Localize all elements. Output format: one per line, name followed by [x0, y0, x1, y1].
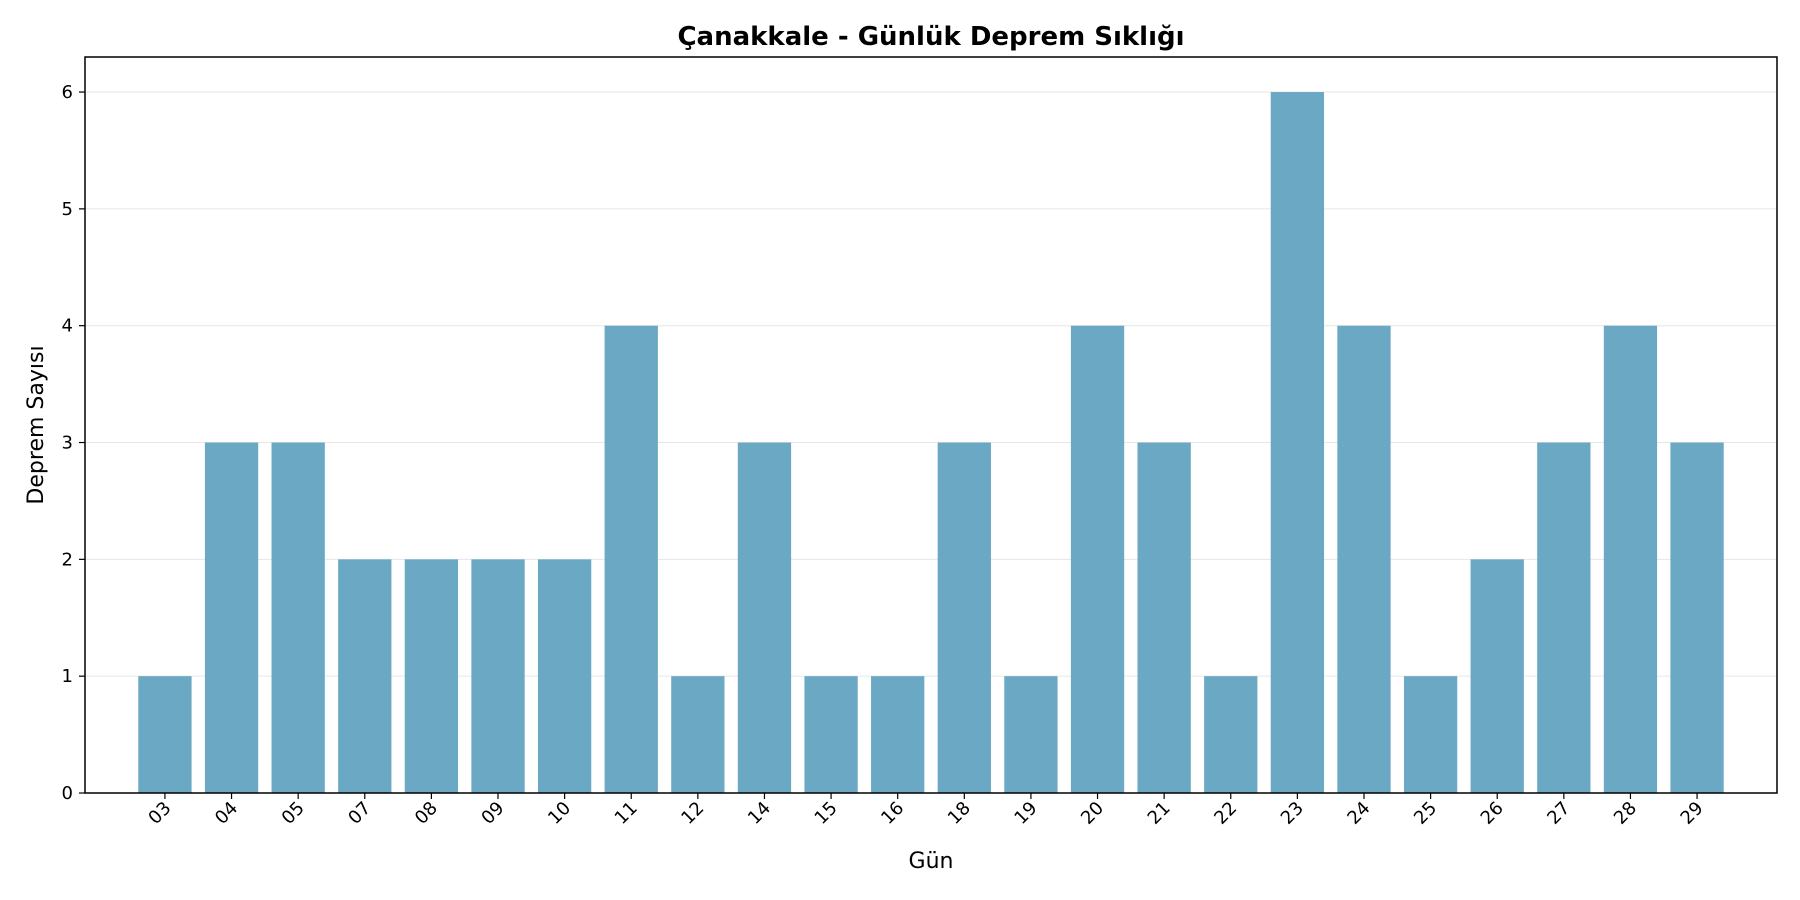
- x-tick-label-05: 05: [278, 798, 309, 829]
- x-tick-label-16: 16: [877, 798, 908, 829]
- bar-07: [338, 559, 392, 793]
- x-tick-label-27: 27: [1543, 798, 1574, 829]
- bar-27: [1537, 442, 1591, 793]
- x-tick-label-26: 26: [1477, 798, 1508, 829]
- x-tick-label-22: 22: [1210, 798, 1241, 829]
- x-tick-label-24: 24: [1343, 798, 1374, 829]
- x-tick-label-03: 03: [144, 798, 175, 829]
- bar-24: [1337, 325, 1391, 793]
- x-tick-label-25: 25: [1410, 798, 1441, 829]
- x-tick-label-07: 07: [344, 798, 375, 829]
- bar-23: [1270, 92, 1325, 794]
- bars: [138, 92, 1724, 794]
- bar-03: [138, 676, 192, 793]
- x-tick-label-12: 12: [677, 798, 708, 829]
- chart-title: Çanakkale - Günlük Deprem Sıklığı: [677, 22, 1184, 52]
- bar-22: [1204, 676, 1258, 793]
- x-tick-label-28: 28: [1610, 798, 1641, 829]
- bar-25: [1403, 676, 1458, 793]
- y-tick-label: 1: [62, 666, 73, 687]
- bar-11: [604, 325, 658, 793]
- x-tick-label-29: 29: [1677, 798, 1708, 829]
- bar-14: [737, 442, 792, 793]
- y-tick-label: 0: [62, 783, 73, 804]
- y-axis-ticks: 0 1 2 3 4 5 6: [62, 82, 85, 804]
- y-tick-label: 3: [62, 433, 73, 454]
- bar-28: [1603, 325, 1658, 793]
- x-tick-label-09: 09: [477, 798, 508, 829]
- x-tick-label-18: 18: [944, 798, 975, 829]
- bar-29: [1670, 442, 1724, 793]
- y-tick-label: 2: [62, 549, 73, 570]
- bar-26: [1470, 559, 1524, 793]
- bar-08: [404, 559, 459, 793]
- y-tick-label: 6: [62, 82, 73, 103]
- plot-frame: [84, 56, 1778, 794]
- bar-16: [871, 676, 925, 793]
- x-tick-label-08: 08: [411, 798, 442, 829]
- bar-12: [671, 676, 725, 793]
- bar-04: [204, 442, 259, 793]
- x-tick-label-04: 04: [211, 798, 242, 829]
- x-tick-label-11: 11: [611, 798, 642, 829]
- y-tick-label: 5: [62, 199, 73, 220]
- bar-10: [537, 559, 592, 793]
- bar-15: [804, 676, 858, 793]
- x-tick-label-21: 21: [1144, 798, 1175, 829]
- bar-21: [1137, 442, 1191, 793]
- bar-18: [937, 442, 991, 793]
- y-axis-label: Deprem Sayısı: [24, 345, 49, 504]
- x-tick-label-23: 23: [1277, 798, 1308, 829]
- bar-05: [271, 442, 325, 793]
- x-tick-label-20: 20: [1077, 798, 1108, 829]
- bar-19: [1004, 676, 1058, 793]
- bar-09: [471, 559, 525, 793]
- x-axis-label: Gün: [909, 849, 954, 874]
- x-tick-label-10: 10: [544, 798, 575, 829]
- bar-20: [1070, 325, 1125, 793]
- y-tick-label: 4: [62, 316, 73, 337]
- x-tick-label-19: 19: [1010, 798, 1041, 829]
- x-tick-label-15: 15: [811, 798, 842, 829]
- x-tick-label-14: 14: [744, 798, 775, 829]
- x-axis-ticks: 03 04 05 07 08 09 10 11 12 14 15 16 18 19 20 21 22 23 24 25…: [144, 793, 1708, 829]
